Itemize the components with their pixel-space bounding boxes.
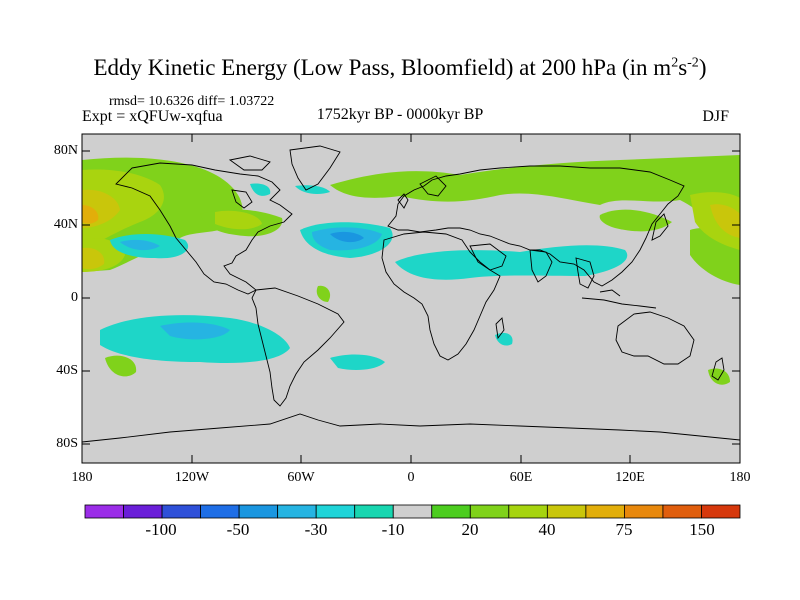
colorbar-swatch (123, 504, 163, 519)
coastlines (82, 145, 740, 443)
anomaly-patch (330, 155, 740, 240)
lat-label: 80N (53, 143, 78, 158)
coastline-japan (651, 213, 669, 241)
coastline-madagascar (495, 317, 505, 340)
colorbar-swatch (546, 504, 587, 519)
coastline-indochina (575, 257, 595, 289)
coastline-new-zealand (711, 357, 725, 381)
stats-text: rmsd= 10.6326 diff= 1.03722 (109, 94, 275, 109)
anomaly-patch (295, 185, 330, 194)
lon-label: 0 (407, 470, 415, 485)
lat-label: 40S (56, 363, 78, 378)
colorbar-swatch (508, 504, 548, 519)
anomaly-patch (120, 239, 160, 251)
colorbar-swatch (161, 504, 201, 519)
coastline-arabia (469, 243, 507, 271)
colorbar-swatch (701, 504, 741, 519)
anomaly-patch (395, 245, 628, 280)
coastline-south-america (251, 287, 345, 407)
coastline-britain (397, 193, 409, 209)
lon-label: 120E (615, 470, 645, 485)
period-label: 1752kyr BP - 0000kyr BP (316, 106, 484, 123)
colorbar-label: -100 (145, 520, 177, 539)
lon-label: 180 (729, 470, 751, 485)
anomaly-patch (316, 285, 331, 302)
lat-label: 80S (56, 436, 78, 451)
colorbar-swatch (238, 504, 279, 519)
colorbar-swatch (662, 504, 702, 519)
colorbar-label: -30 (304, 520, 328, 539)
colorbar-swatch (624, 504, 664, 519)
colorbar-label: 75 (615, 520, 633, 539)
anomaly-field (82, 155, 740, 385)
anomaly-patch (710, 204, 740, 238)
colorbar (84, 504, 741, 519)
anomaly-patch (160, 322, 230, 340)
coastline-indonesia (581, 289, 657, 309)
coastline-africa (381, 231, 501, 361)
lon-label: 60W (287, 470, 315, 485)
page-title: Eddy Kinetic Energy (Low Pass, Bloomfiel… (93, 55, 707, 80)
anomaly-patch (599, 209, 672, 232)
anomaly-patch (330, 354, 385, 370)
anomaly-patch (215, 210, 262, 230)
colorbar-label: 20 (461, 520, 479, 539)
coastline-north-america (115, 162, 293, 295)
coastline-scandinavia (419, 175, 447, 197)
lat-label: 0 (71, 290, 78, 305)
colorbar-swatch (431, 504, 471, 519)
colorbar-label: 150 (689, 520, 715, 539)
anomaly-patch (82, 247, 105, 270)
anomaly-patch (105, 355, 137, 377)
coastline-eurasia (387, 165, 685, 287)
anomaly-patch (330, 231, 364, 243)
anomaly-patch (82, 169, 164, 250)
lon-label: 180 (71, 470, 93, 485)
colorbar-swatch (200, 504, 240, 519)
colorbar-swatch (277, 504, 317, 519)
colorbar-swatch (585, 504, 625, 519)
coastline-greenland (289, 145, 341, 191)
coastline-antarctica (82, 413, 740, 443)
anomaly-patch (250, 183, 271, 196)
coastline-hudson (231, 189, 253, 209)
colorbar-swatch (84, 504, 124, 519)
colorbar-label: 40 (538, 520, 556, 539)
season-label: DJF (702, 108, 729, 125)
anomaly-patch (708, 368, 730, 385)
experiment-label: Expt = xQFUw-xqfua (82, 108, 223, 125)
colorbar-swatch (354, 504, 394, 519)
lat-label: 40N (53, 217, 78, 232)
anomaly-patch (82, 205, 99, 224)
lon-label: 120W (174, 470, 210, 485)
lon-label: 60E (509, 470, 533, 485)
colorbar-label: -50 (226, 520, 250, 539)
colorbar-swatch (469, 504, 510, 519)
coastline-australia (615, 311, 695, 365)
coastline-india (529, 249, 553, 283)
axis-ticks (81, 134, 741, 463)
colorbar-swatch (315, 504, 356, 519)
coastline-arctic-islands (228, 155, 271, 171)
colorbar-swatch (392, 504, 433, 519)
colorbar-label: -10 (381, 520, 405, 539)
